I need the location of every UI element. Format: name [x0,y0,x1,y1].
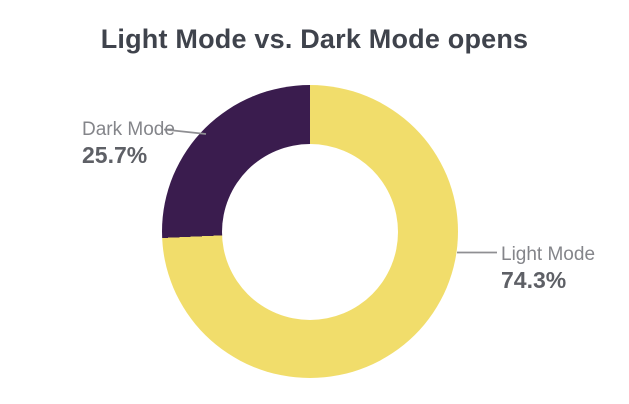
dark-mode-value: 25.7% [82,142,148,168]
light-mode-value: 74.3% [501,267,567,293]
dark-mode-label: Dark Mode [82,119,175,140]
light-mode-callout: Light Mode 74.3% [501,244,595,293]
light-mode-label: Light Mode [501,244,596,265]
chart-title: Light Mode vs. Dark Mode opens [100,24,529,54]
dark-mode-callout: Dark Mode 25.7% [82,119,175,168]
donut-ring [162,85,458,378]
donut-hole [222,143,398,320]
